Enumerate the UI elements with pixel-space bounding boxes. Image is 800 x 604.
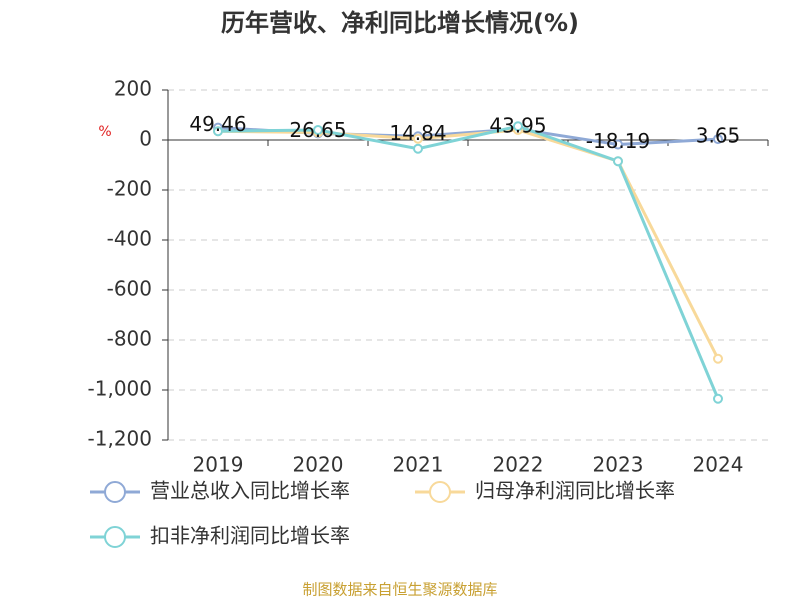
legend-label: 归母净利润同比增长率: [475, 479, 675, 503]
legend-label: 营业总收入同比增长率: [150, 479, 350, 503]
point: [713, 353, 723, 364]
point: [413, 143, 423, 154]
footer: 制图数据来自恒生聚源数据库: [302, 581, 497, 599]
x-tick-label: 2023: [593, 453, 644, 477]
point: [413, 133, 423, 144]
y-tick-label: -1,000: [88, 377, 152, 401]
y-tick-label: -1,200: [88, 427, 152, 451]
y-tick-label: -200: [107, 177, 152, 201]
data-label: -18.19: [586, 129, 650, 153]
y-tick-label: -600: [107, 277, 152, 301]
point: [613, 139, 623, 150]
point: [713, 393, 723, 404]
legend-icon: [104, 526, 126, 548]
x-tick-label: 2022: [493, 453, 544, 477]
x-tick-label: 2019: [193, 453, 244, 477]
point: [313, 125, 323, 135]
y-tick-label: 0: [139, 127, 152, 151]
point: [713, 134, 723, 145]
legend-icon: [429, 481, 451, 503]
chart-title: 历年营收、净利同比增长情况(%): [221, 9, 579, 37]
data-label: 3.65: [696, 124, 741, 148]
legend-icon: [104, 481, 126, 503]
y-tick-label: -800: [107, 327, 152, 351]
x-tick-label: 2024: [693, 453, 744, 477]
y-tick-label: 200: [114, 77, 152, 101]
point: [213, 126, 223, 137]
data-label: 43.95: [489, 114, 546, 138]
series-line: [217, 128, 720, 360]
x-tick-label: 2020: [293, 453, 344, 477]
point: [613, 156, 623, 167]
series-line: [217, 124, 720, 400]
data-label: 14.84: [389, 121, 446, 145]
y-tick-label: -400: [107, 227, 152, 251]
data-label: 26.65: [289, 118, 346, 142]
point: [513, 121, 523, 132]
y-axis-label: %: [98, 124, 111, 140]
legend-label: 扣非净利润同比增长率: [150, 524, 350, 548]
x-tick-label: 2021: [393, 453, 444, 477]
data-label: 49.46: [189, 112, 246, 136]
